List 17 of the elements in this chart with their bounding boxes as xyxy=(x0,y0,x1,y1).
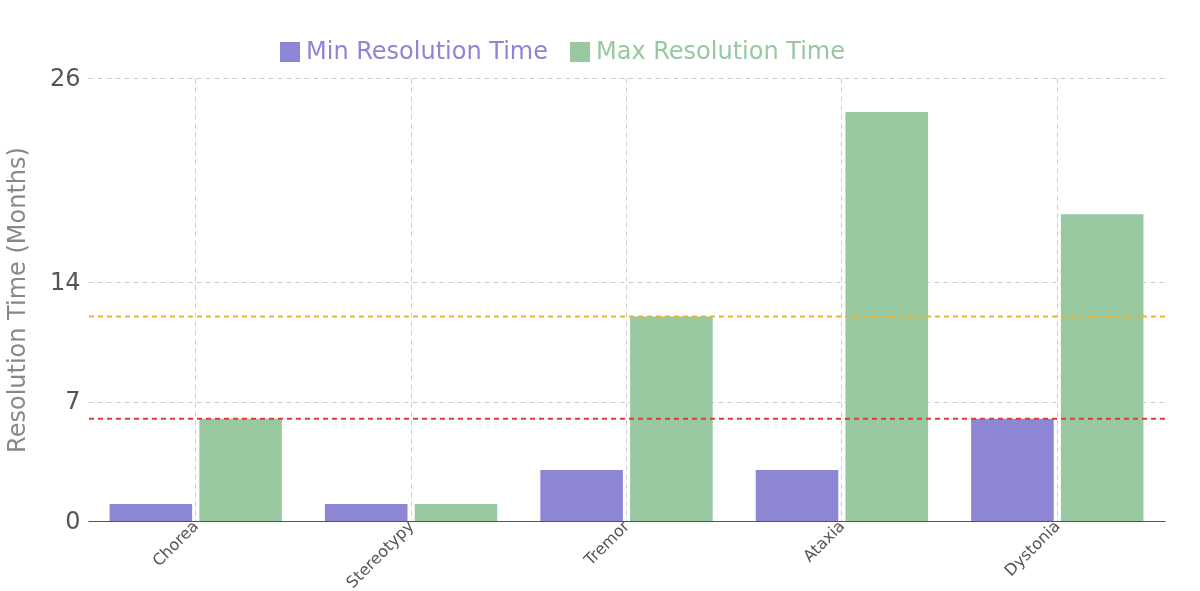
bar xyxy=(845,112,929,521)
y-tick-label: 26 xyxy=(49,63,81,92)
y-tick-label: 14 xyxy=(49,267,81,296)
bar xyxy=(755,469,839,521)
bar xyxy=(109,503,193,521)
bar xyxy=(414,503,498,521)
bar xyxy=(324,503,408,521)
y-axis-title: Resolution Time (Months) xyxy=(2,147,31,453)
legend-label: Max Resolution Time xyxy=(596,37,846,65)
y-tick-label: 0 xyxy=(65,506,81,535)
bar xyxy=(1060,214,1144,521)
legend-label: Min Resolution Time xyxy=(306,37,548,65)
y-tick-label: 7 xyxy=(65,387,81,416)
bar xyxy=(540,469,623,521)
bar xyxy=(971,418,1054,521)
bar xyxy=(630,316,713,521)
bar xyxy=(199,418,282,521)
